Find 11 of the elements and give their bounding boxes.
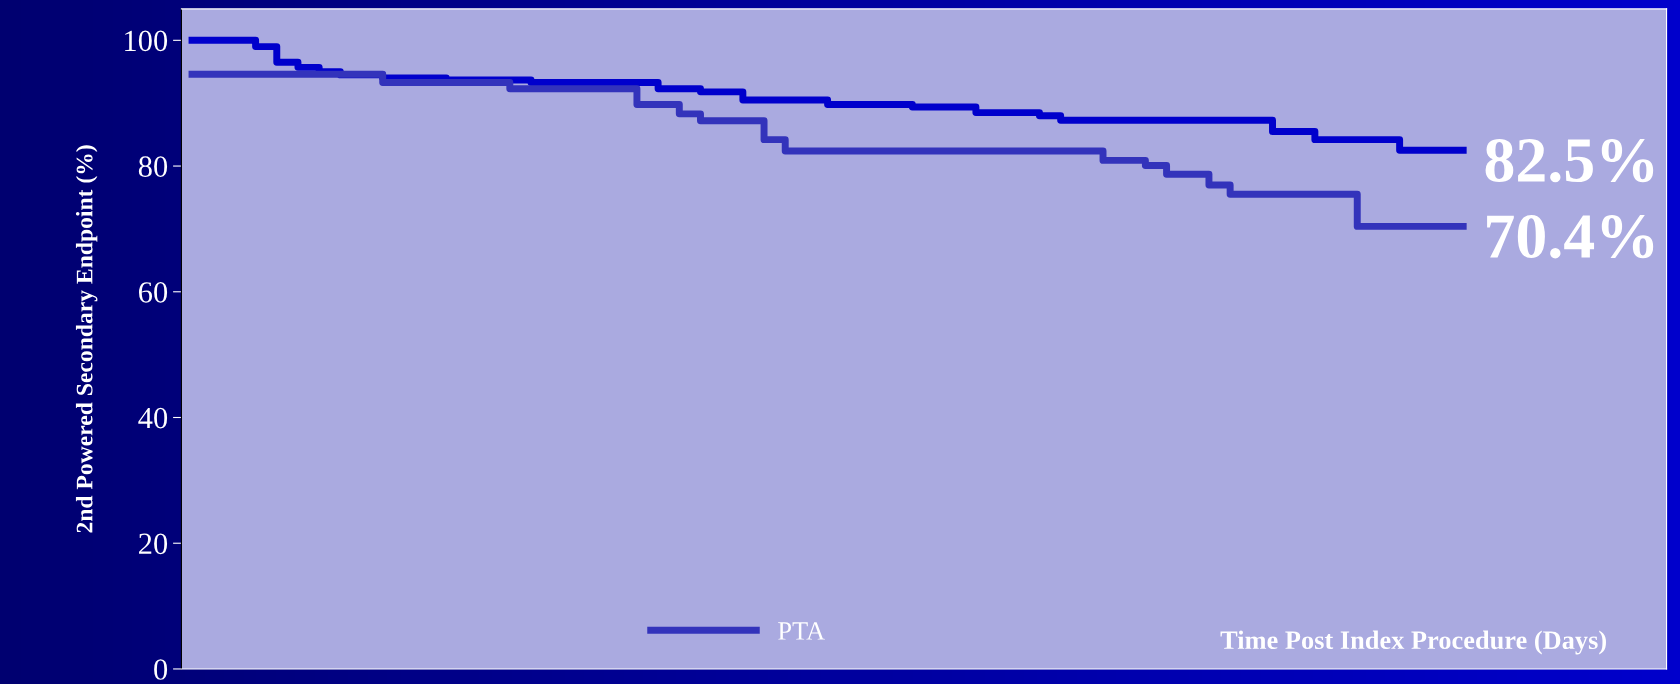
y-tick-label: 80 — [138, 156, 168, 177]
y-tick-label: 60 — [139, 282, 168, 303]
x-axis-title: Time Post Index Procedure (Days) — [1220, 630, 1606, 655]
y-tick-label: 0 — [154, 659, 168, 680]
text: 70.4% — [1487, 214, 1654, 259]
y-tick-label: 40 — [138, 407, 168, 429]
text: 82.5% — [1485, 138, 1654, 183]
legend-label: PTA — [778, 622, 825, 640]
y-axis-title: 2nd Powered Secondary Endpoint (%) — [75, 145, 98, 533]
y-tick-label: 20 — [139, 533, 168, 555]
y-tick-label: 100 — [125, 30, 168, 52]
